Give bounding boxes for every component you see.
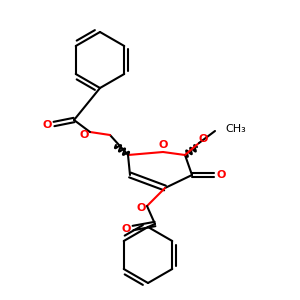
Text: O: O (79, 130, 89, 140)
Text: O: O (198, 134, 208, 144)
Text: O: O (216, 170, 226, 180)
Text: O: O (121, 224, 131, 234)
Text: O: O (136, 203, 146, 213)
Text: CH₃: CH₃ (225, 124, 246, 134)
Text: O: O (158, 140, 168, 150)
Text: O: O (42, 120, 52, 130)
